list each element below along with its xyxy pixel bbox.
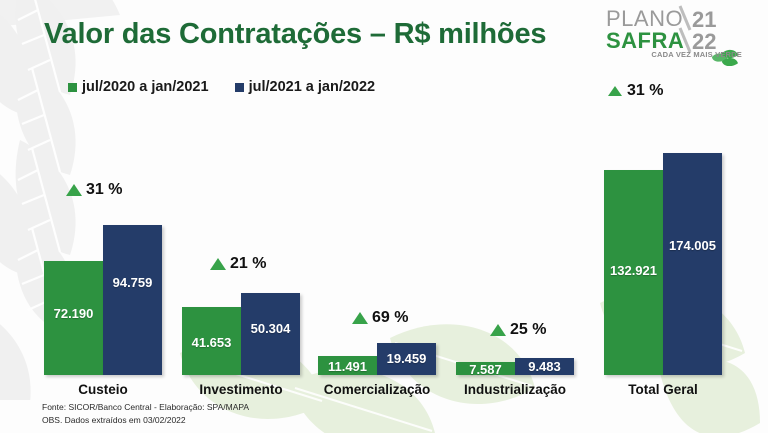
bar-value-industrializacao-2021: 9.483 bbox=[528, 359, 561, 374]
bar-value-custeio-2021: 94.759 bbox=[112, 275, 153, 290]
bar-value-total-geral-2020: 132.921 bbox=[610, 263, 657, 278]
bar-value-total-geral-2021: 174.005 bbox=[669, 238, 716, 253]
legend-item-series-1[interactable]: jul/2020 a jan/2021 bbox=[68, 79, 209, 95]
svg-text:PLANO: PLANO bbox=[606, 6, 683, 31]
svg-text:21: 21 bbox=[692, 7, 716, 32]
total-growth-value: 31 % bbox=[627, 82, 664, 99]
bar-value-investimento-2021: 50.304 bbox=[250, 321, 291, 336]
growth-annotation-investimento: 21 % bbox=[210, 255, 266, 273]
bar-value-custeio-2020: 72.190 bbox=[53, 306, 94, 321]
bar-custeio-2021[interactable]: 94.759 bbox=[103, 225, 162, 375]
legend-label-series-2: jul/2021 a jan/2022 bbox=[248, 79, 376, 95]
up-triangle-icon bbox=[490, 324, 506, 336]
growth-value-investimento: 21 % bbox=[230, 255, 267, 272]
legend-item-series-2[interactable]: jul/2021 a jan/2022 bbox=[234, 79, 376, 95]
footnote-obs: OBS. Dados extraídos em 03/02/2022 bbox=[42, 414, 186, 425]
bar-industrializacao-2020[interactable]: 7.587 bbox=[456, 362, 515, 377]
footnotes: Fonte: SICOR/Banco Central - Elaboração:… bbox=[42, 401, 249, 426]
growth-annotation-comercializacao: 69 % bbox=[352, 309, 408, 327]
bar-custeio-2020[interactable]: 72.190 bbox=[44, 261, 103, 375]
growth-value-custeio: 31 % bbox=[86, 181, 123, 198]
category-label-custeio: Custeio bbox=[78, 382, 128, 397]
bar-value-comercializacao-2021: 19.459 bbox=[386, 351, 427, 366]
bar-total-geral-2020[interactable]: 132.921 bbox=[604, 170, 663, 375]
growth-value-comercializacao: 69 % bbox=[372, 309, 409, 326]
total-growth-badge: 31 % bbox=[608, 82, 663, 100]
category-label-total-geral: Total Geral bbox=[628, 382, 698, 397]
chart-legend: jul/2020 a jan/2021 jul/2021 a jan/2022 bbox=[68, 79, 375, 95]
category-label-comercializacao: Comercialização bbox=[323, 382, 431, 397]
bar-investimento-2021[interactable]: 50.304 bbox=[241, 293, 300, 375]
growth-annotation-industrializacao: 25 % bbox=[490, 321, 546, 339]
logo-tagline: CADA VEZ MAIS VERDE bbox=[651, 50, 742, 59]
category-label-industrializacao: Industrialização bbox=[463, 382, 567, 397]
bar-value-comercializacao-2020: 11.491 bbox=[327, 359, 368, 374]
svg-text:22: 22 bbox=[692, 29, 716, 54]
up-triangle-icon bbox=[210, 258, 226, 270]
up-triangle-icon bbox=[352, 312, 368, 324]
bar-value-investimento-2020: 41.653 bbox=[191, 335, 232, 350]
growth-annotation-custeio: 31 % bbox=[66, 181, 122, 199]
legend-swatch-blue bbox=[234, 82, 244, 92]
growth-value-industrializacao: 25 % bbox=[510, 321, 547, 338]
category-label-investimento: Investimento bbox=[199, 382, 283, 397]
legend-swatch-green bbox=[68, 82, 77, 92]
leaf-icon bbox=[711, 49, 739, 66]
bar-comercializacao-2020[interactable]: 11.491 bbox=[318, 356, 377, 375]
bar-investimento-2020[interactable]: 41.653 bbox=[182, 307, 241, 375]
svg-text:SAFRA: SAFRA bbox=[606, 28, 684, 53]
up-triangle-icon bbox=[608, 86, 622, 96]
up-triangle-icon bbox=[66, 184, 82, 196]
bar-value-industrializacao-2020: 7.587 bbox=[469, 362, 502, 377]
page-title: Valor das Contratações – R$ milhões bbox=[44, 18, 547, 50]
bar-comercializacao-2021[interactable]: 19.459 bbox=[377, 343, 436, 375]
footnote-source: Fonte: SICOR/Banco Central - Elaboração:… bbox=[42, 402, 250, 413]
plano-safra-logo: PLANO SAFRA 21 22 bbox=[606, 5, 739, 66]
bar-industrializacao-2021[interactable]: 9.483 bbox=[515, 358, 574, 375]
legend-label-series-1: jul/2020 a jan/2021 bbox=[82, 79, 209, 95]
bar-total-geral-2021[interactable]: 174.005 bbox=[663, 153, 722, 375]
